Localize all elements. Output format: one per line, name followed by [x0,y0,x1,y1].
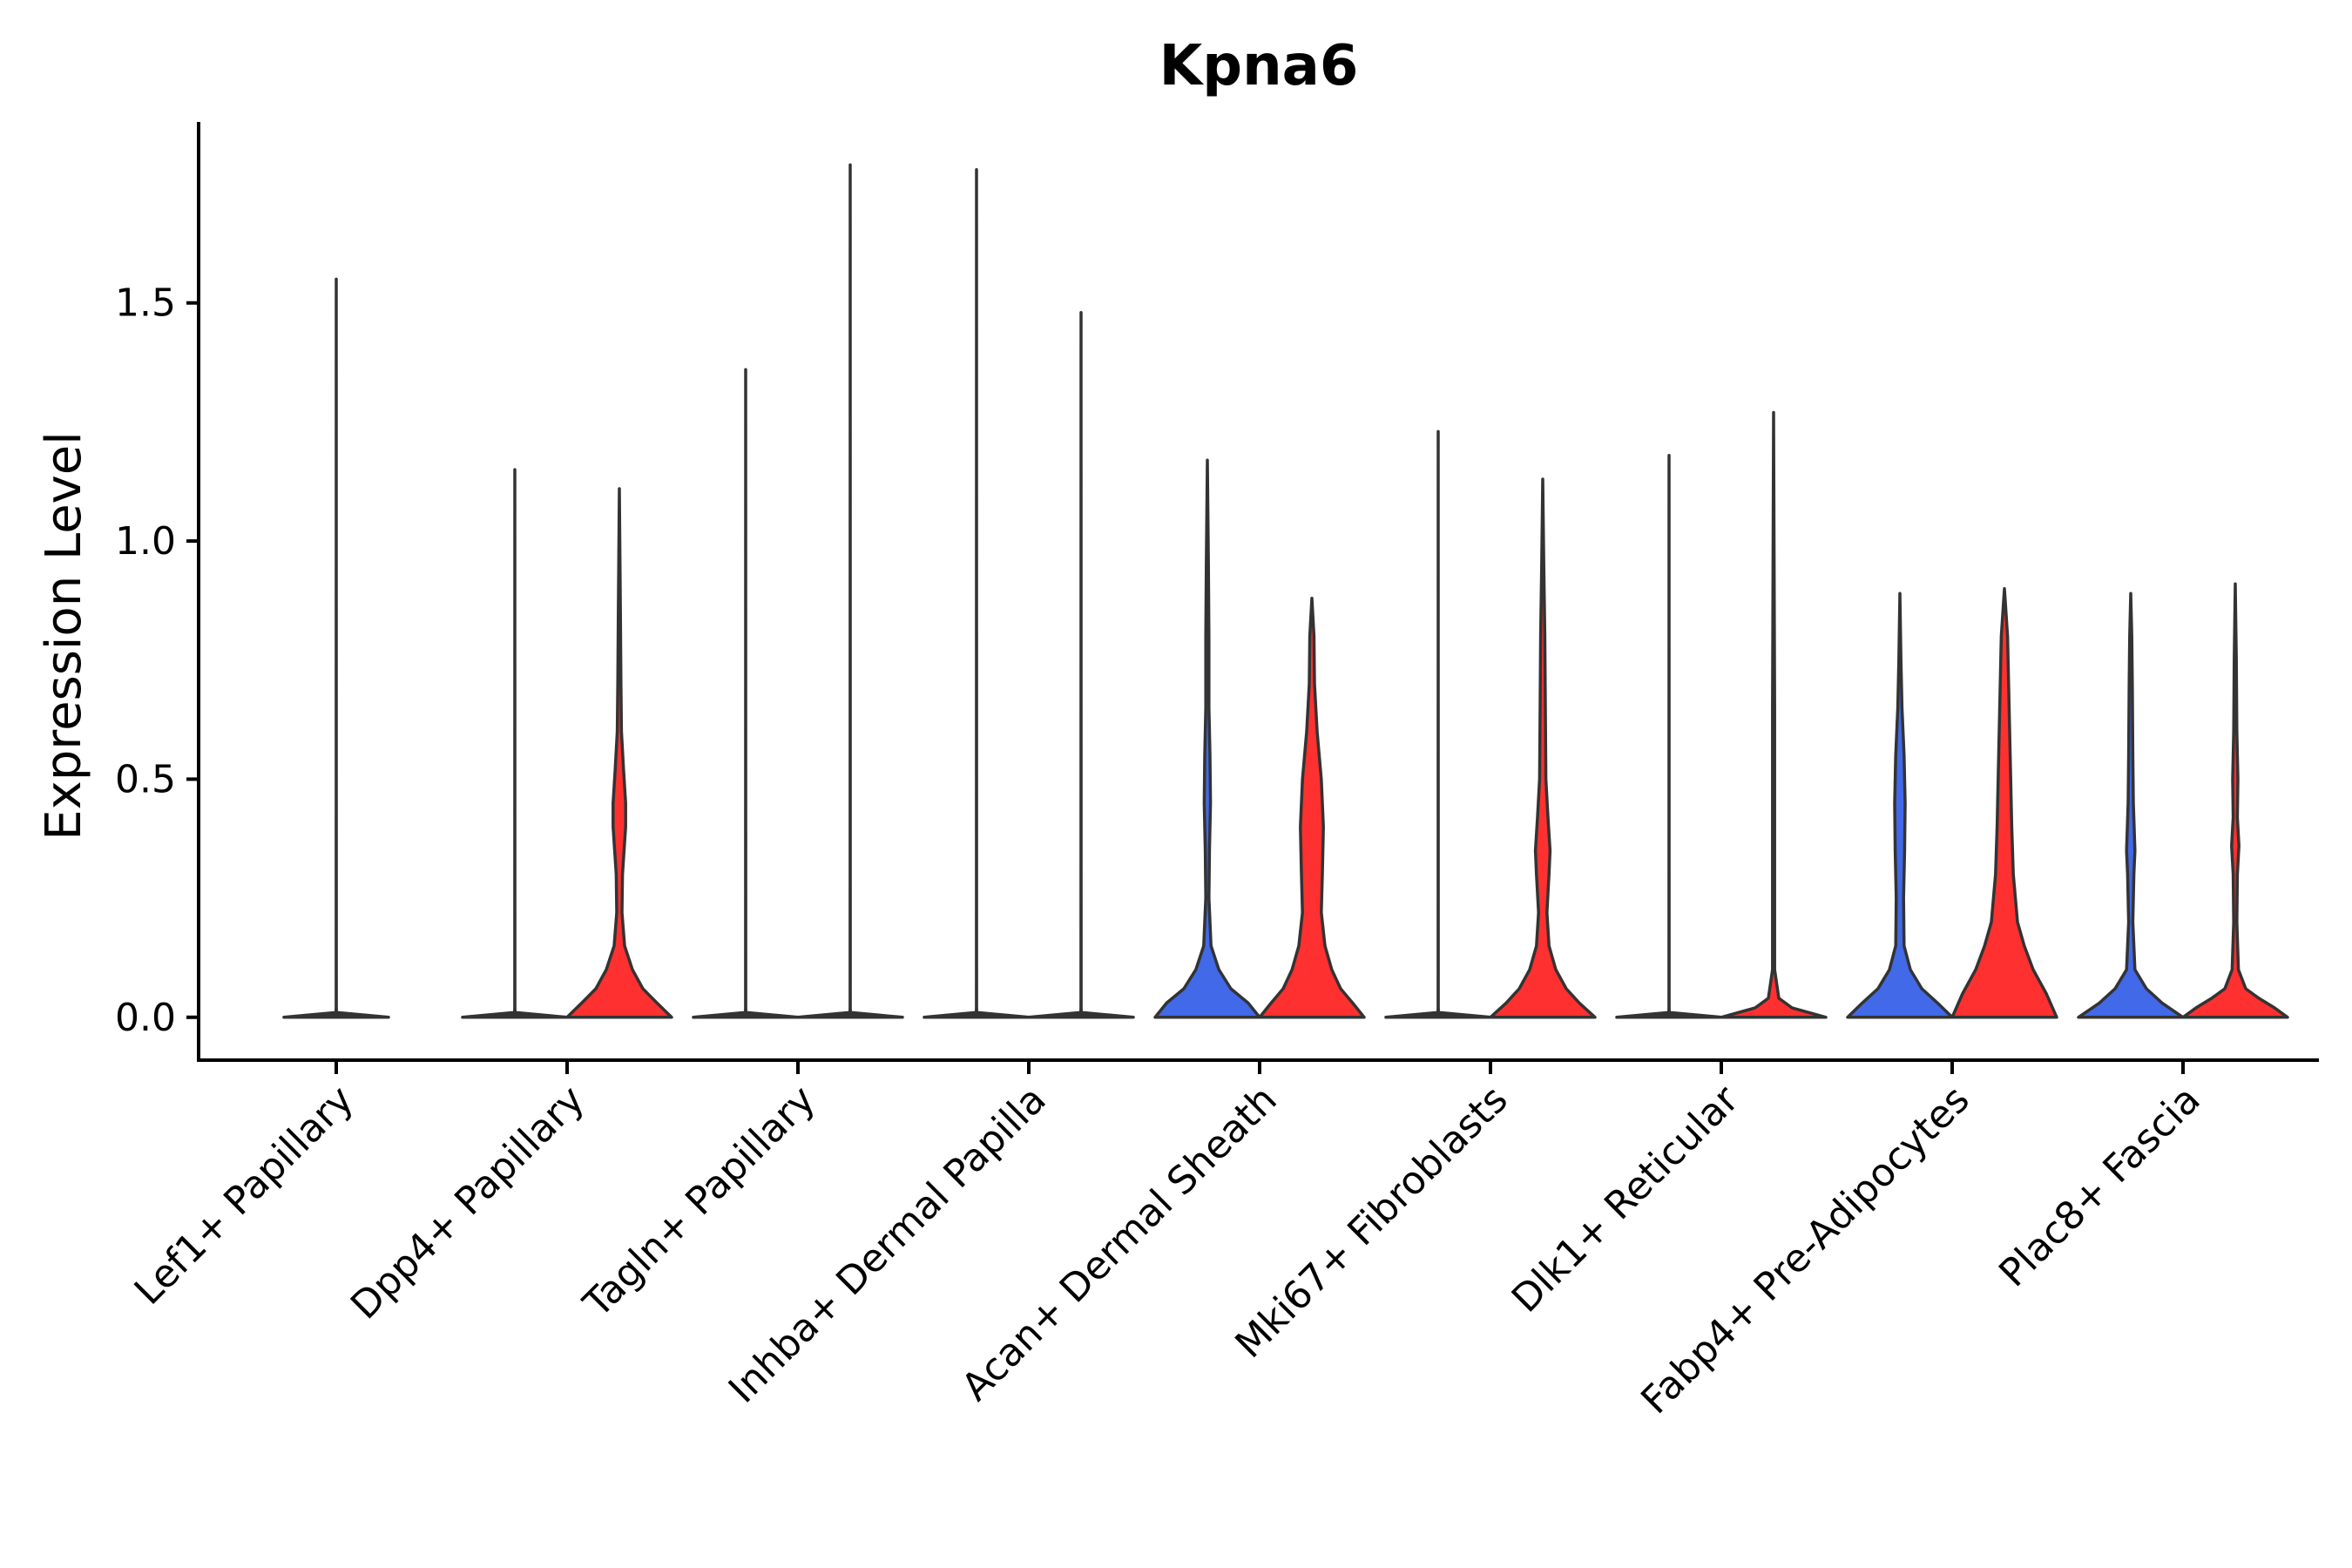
violin-group1-8 [1846,591,1954,1019]
violin-group2-6 [1489,477,1597,1019]
violin-group2-8 [1950,587,2058,1019]
violin-group2-4 [1027,310,1135,1019]
violin-group1-1 [282,277,390,1019]
violin-group1-7 [1615,453,1723,1019]
y-axis-label: Expression Level [36,431,92,841]
chart-title: Kpna6 [1159,34,1359,98]
violin-group1-5 [1153,458,1261,1019]
x-tick-label: Lef1+ Papillary [126,1078,362,1314]
violin-group1-4 [923,167,1031,1019]
violin-group1-2 [461,468,569,1019]
violin-group2-9 [2181,582,2289,1019]
y-tick-label: 0.0 [115,996,176,1040]
x-tick-label: Plac8+ Fascia [1990,1078,2209,1296]
x-tick-label: Dpp4+ Papillary [342,1078,593,1328]
violin-group1-3 [692,368,800,1019]
violin-group2-3 [796,163,904,1019]
violin-layer [282,163,2289,1019]
violin-group1-9 [2077,591,2185,1019]
violin-group1-6 [1384,429,1492,1019]
violin-group2-2 [565,487,673,1019]
violin-group2-5 [1258,596,1366,1019]
y-tick-label: 0.5 [115,757,176,801]
y-axis-ticks: 0.0 0.5 1.0 1.5 [115,281,199,1040]
y-tick-label: 1.0 [115,519,176,564]
y-tick-label: 1.5 [115,281,176,326]
x-tick-label: Tagln+ Papillary [575,1078,824,1327]
x-tick-label: Dlk1+ Reticular [1504,1077,1748,1321]
violin-group2-7 [1720,410,1828,1019]
